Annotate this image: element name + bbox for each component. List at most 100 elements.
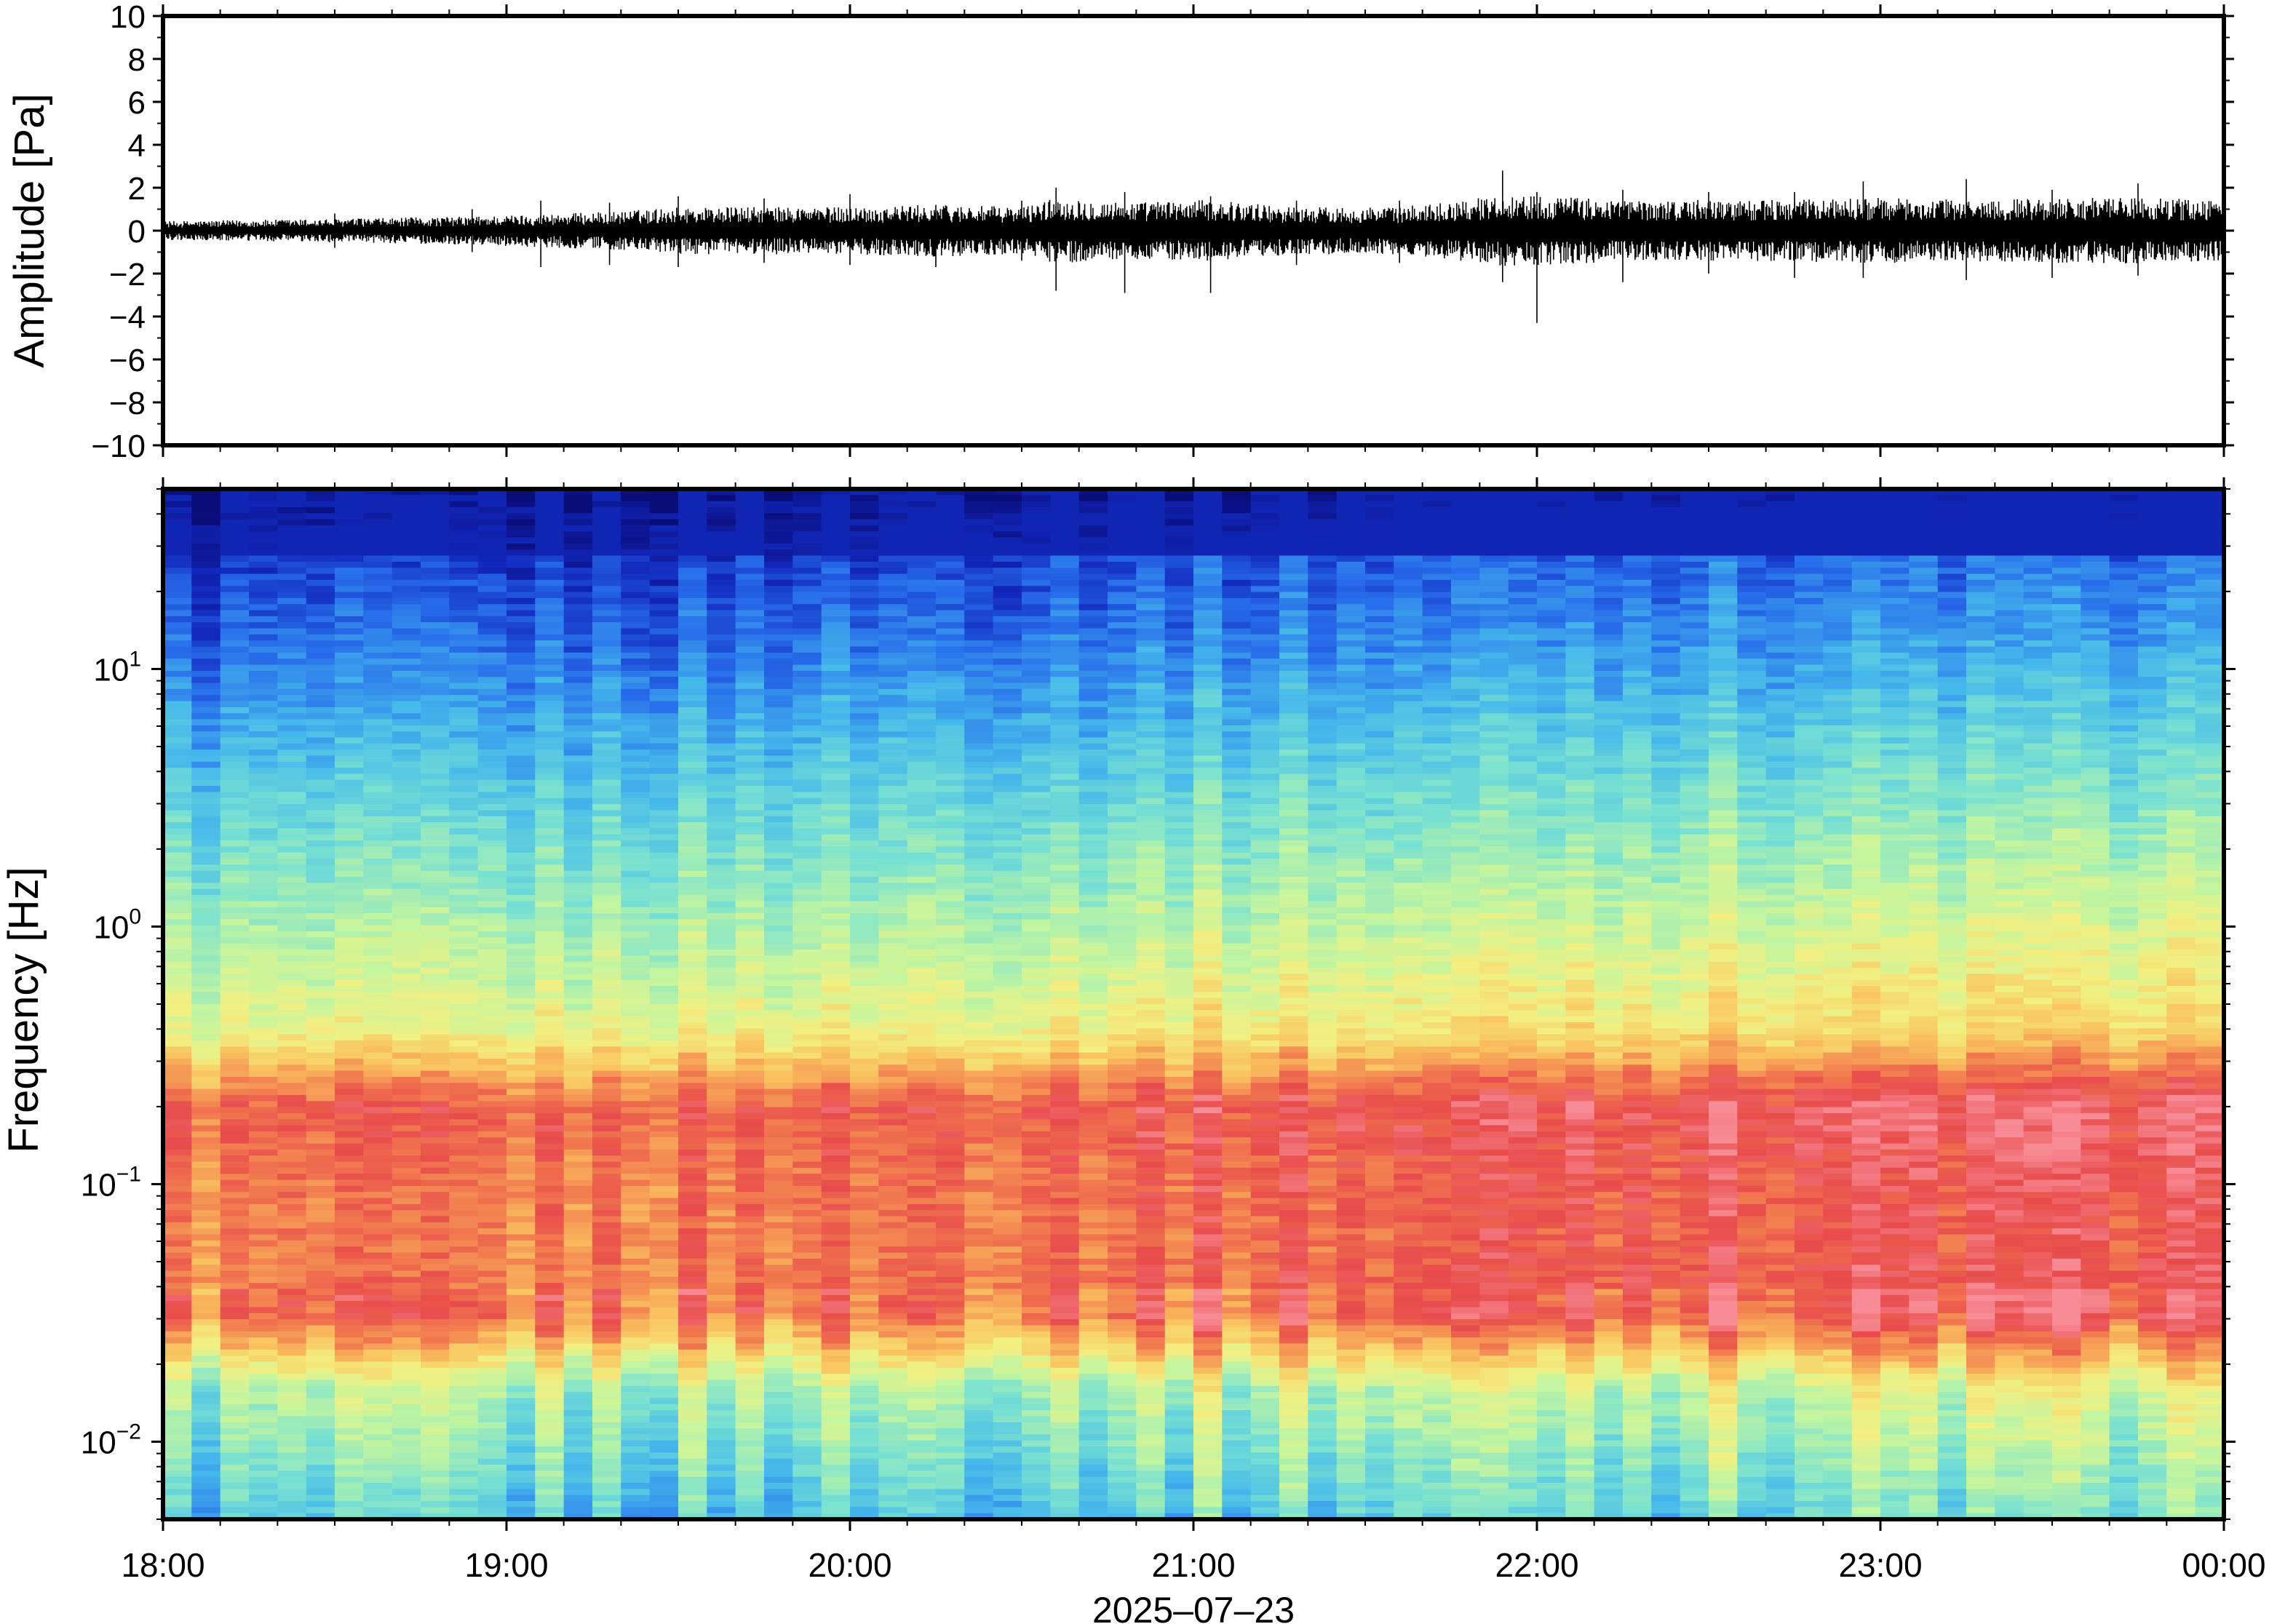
spectrogram-cell — [821, 622, 851, 629]
spectrogram-cell — [191, 1004, 221, 1011]
spectrogram-cell — [878, 682, 908, 690]
spectrogram-cell — [449, 604, 479, 611]
spectrogram-cell — [449, 525, 479, 533]
spectrogram-cell — [249, 1265, 279, 1272]
spectrogram-cell — [477, 525, 507, 533]
spectrogram-cell — [592, 1016, 622, 1023]
spectrogram-cell — [821, 852, 851, 859]
spectrogram-cell — [621, 1422, 651, 1429]
spectrogram-cell — [449, 1398, 479, 1405]
spectrogram-cell — [592, 1446, 622, 1454]
spectrogram-cell — [821, 1234, 851, 1241]
spectrogram-cell — [363, 737, 393, 744]
spectrogram-cell — [707, 895, 736, 902]
spectrogram-cell — [707, 1210, 736, 1217]
spectrogram-cell — [649, 1434, 679, 1441]
spectrogram-cell — [707, 1325, 736, 1332]
spectrogram-cell — [649, 1483, 679, 1490]
spectrogram-cell — [907, 1022, 937, 1030]
spectrogram-cell — [821, 931, 851, 939]
spectrogram-cell — [506, 1349, 536, 1356]
spectrogram-cell — [335, 1101, 365, 1108]
spectrogram-cell — [335, 998, 365, 1005]
spectrogram-cell — [392, 1192, 421, 1199]
spectrogram-cell — [306, 1088, 335, 1096]
spectrogram-cell — [735, 1465, 765, 1472]
spectrogram-cell — [335, 1059, 365, 1066]
spectrogram-cell — [592, 664, 622, 672]
spectrogram-cell — [535, 840, 565, 848]
spectrogram-cell — [850, 1434, 880, 1441]
spectrogram-cell — [678, 1185, 708, 1193]
spectrogram-cell — [477, 810, 507, 817]
spectrogram-cell — [850, 1301, 880, 1308]
spectrogram-cell — [449, 1446, 479, 1454]
spectrogram-cell — [249, 628, 279, 635]
spectrogram-cell — [621, 846, 651, 853]
spectrogram-cell — [563, 731, 593, 739]
spectrogram-cell — [306, 1125, 335, 1132]
spectrogram-cell — [392, 1470, 421, 1478]
spectrogram-cell — [163, 531, 193, 538]
spectrogram-cell — [592, 519, 622, 526]
spectrogram-cell — [306, 1185, 335, 1193]
spectrogram-cell — [335, 816, 365, 823]
spectrogram-cell — [363, 1059, 393, 1066]
spectrogram-cell — [907, 544, 937, 551]
spectrogram-cell — [421, 1101, 450, 1108]
spectrogram-cell — [477, 755, 507, 763]
spectrogram-cell — [764, 597, 794, 605]
spectrogram-cell — [649, 1052, 679, 1059]
spectrogram-cell — [735, 1398, 765, 1405]
spectrogram-cell — [907, 1137, 937, 1145]
spectrogram-cell — [335, 937, 365, 944]
spectrogram-cell — [506, 804, 536, 811]
spectrogram-cell — [249, 828, 279, 835]
spectrogram-cell — [792, 743, 822, 750]
spectrogram-cell — [592, 713, 622, 720]
spectrogram-cell — [850, 1083, 880, 1090]
spectrogram-cell — [563, 779, 593, 787]
spectrogram-cell — [277, 664, 307, 672]
spectrogram-cell — [764, 1094, 794, 1102]
spectrogram-cell — [907, 1392, 937, 1399]
spectrogram-cell — [249, 688, 279, 696]
spectrogram-cell — [477, 519, 507, 526]
spectrogram-cell — [735, 979, 765, 987]
spectrogram-cell — [363, 852, 393, 859]
spectrogram-cell — [821, 1294, 851, 1302]
spectrogram-cell — [678, 968, 708, 975]
spectrogram-cell — [592, 1167, 622, 1174]
spectrogram-cell — [621, 1167, 651, 1174]
spectrogram-cell — [878, 1198, 908, 1205]
spectrogram-cell — [792, 1161, 822, 1169]
spectrogram-cell — [220, 1337, 250, 1345]
spectrogram-cell — [821, 1137, 851, 1145]
spectrogram-cell — [792, 950, 822, 957]
spectrogram-cell — [249, 513, 279, 520]
spectrogram-cell — [449, 768, 479, 775]
spectrogram-cell — [621, 1125, 651, 1132]
spectrogram-cell — [163, 1137, 193, 1145]
spectrogram-cell — [878, 804, 908, 811]
spectrogram-cell — [850, 537, 880, 544]
spectrogram-cell — [392, 604, 421, 611]
spectrogram-cell — [707, 1476, 736, 1484]
spectrogram-cell — [678, 1034, 708, 1041]
spectrogram-cell — [735, 913, 765, 920]
spectrogram-cell — [764, 1361, 794, 1369]
spectrogram-cell — [850, 810, 880, 817]
spectrogram-cell — [649, 652, 679, 659]
spectrogram-cell — [621, 688, 651, 696]
spectrogram-cell — [392, 719, 421, 726]
spectrogram-cell — [563, 1064, 593, 1072]
spectrogram-cell — [191, 1410, 221, 1417]
spectrogram-cell — [535, 664, 565, 672]
spectrogram-cell — [449, 695, 479, 702]
spectrogram-cell — [535, 713, 565, 720]
spectrogram-cell — [764, 864, 794, 872]
spectrogram-cell — [220, 622, 250, 629]
spectrogram-cell — [907, 864, 937, 872]
spectrogram-cell — [735, 1458, 765, 1465]
spectrogram-cell — [764, 925, 794, 932]
